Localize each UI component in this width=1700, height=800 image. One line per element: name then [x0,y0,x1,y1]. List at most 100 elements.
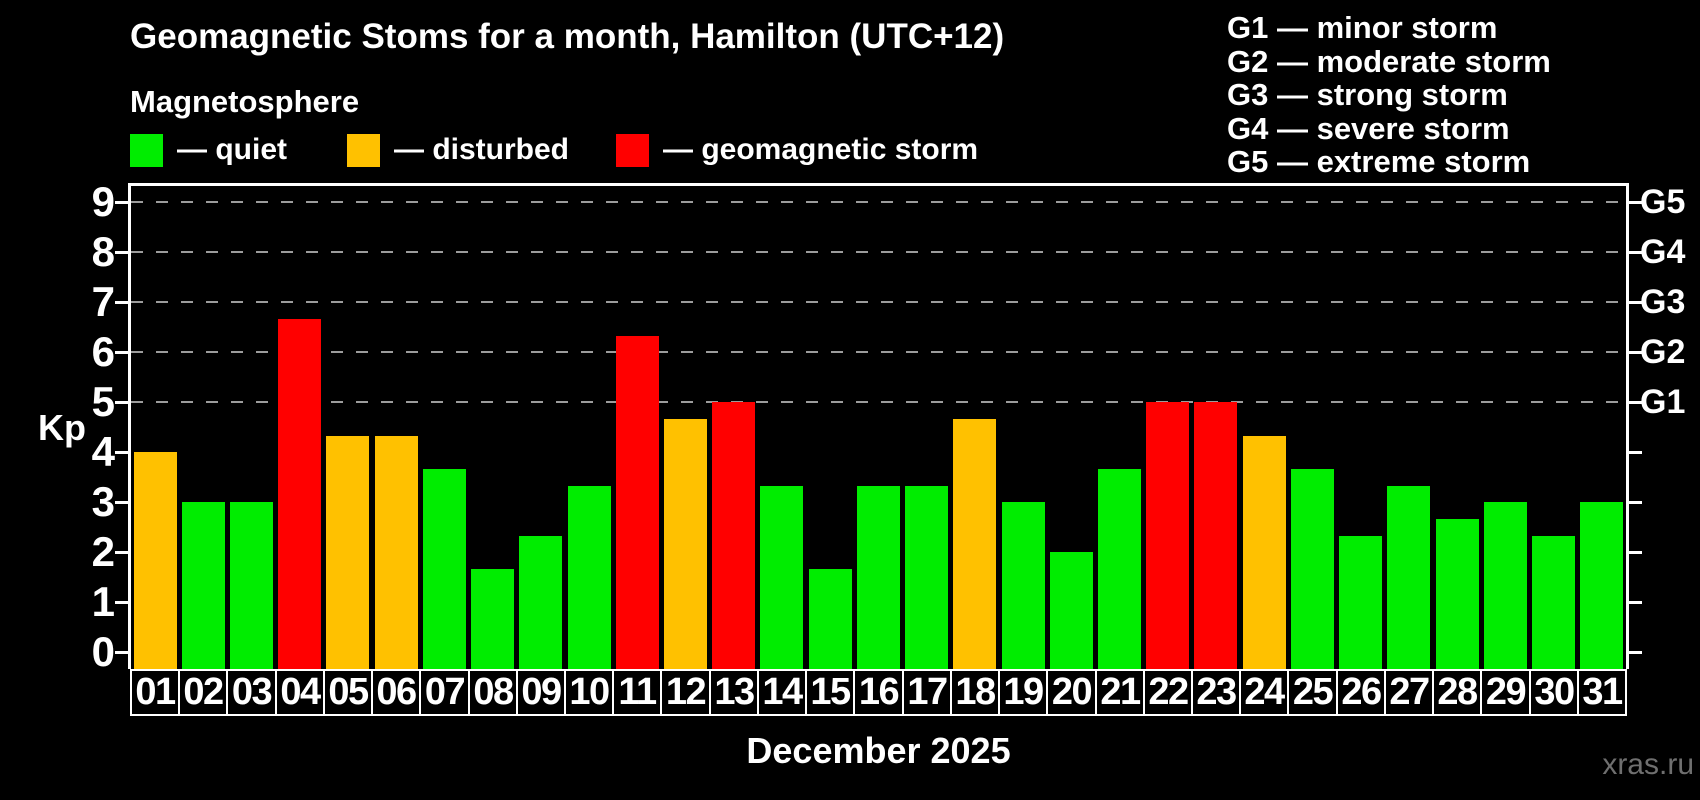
y-tick-right-0 [1629,651,1642,654]
bar-day-02 [182,502,225,669]
bar-day-17 [905,486,948,669]
y-tick-label-8: 8 [91,228,115,275]
day-label-18: 18 [950,669,1000,716]
bar-day-30 [1532,536,1575,669]
chart-title: Geomagnetic Stoms for a month, Hamilton … [130,17,1005,56]
y-axis-title: Kp [38,407,86,448]
day-label-05: 05 [323,669,373,716]
gridline-kp5 [131,401,1626,403]
y-tick-left-2 [115,551,128,554]
bar-day-01 [134,452,177,669]
day-label-24: 24 [1239,669,1289,716]
day-label-10: 10 [564,669,614,716]
right-axis-label-g3: G3 [1640,283,1686,321]
bar-day-27 [1387,486,1430,669]
bar-day-29 [1484,502,1527,669]
day-label-19: 19 [998,669,1048,716]
gridline-kp9 [131,201,1626,203]
g-scale-legend: G1 — minor storm G2 — moderate storm G3 … [1227,11,1551,179]
day-label-13: 13 [709,669,759,716]
bar-day-18 [953,419,996,669]
watermark: xras.ru [1602,748,1694,781]
bar-day-31 [1580,502,1623,669]
g-legend-line-g2: G2 — moderate storm [1227,43,1551,79]
y-axis-spine-left [128,183,131,669]
day-label-09: 09 [516,669,566,716]
day-label-20: 20 [1046,669,1097,716]
bar-day-22 [1146,402,1189,669]
day-label-25: 25 [1287,669,1338,716]
y-tick-left-1 [115,601,128,604]
y-tick-label-7: 7 [91,278,115,325]
x-axis-title: December 2025 [746,730,1011,771]
y-tick-left-4 [115,451,128,454]
bar-day-08 [471,569,514,669]
g-legend-line-g4: G4 — severe storm [1227,110,1510,146]
y-tick-left-8 [115,251,128,254]
bar-day-20 [1050,552,1093,669]
bar-day-13 [712,402,755,669]
bar-day-10 [568,486,611,669]
y-tick-right-8 [1629,251,1642,254]
day-label-29: 29 [1480,669,1531,716]
legend-storm-label: — geomagnetic storm [663,133,979,166]
y-tick-right-6 [1629,351,1642,354]
plot-border-top [128,183,1629,186]
g-legend-line-g5: G5 — extreme storm [1227,144,1531,179]
bar-day-12 [664,419,707,669]
y-tick-left-3 [115,501,128,504]
bar-day-15 [809,569,852,669]
day-label-28: 28 [1432,669,1482,716]
bar-day-14 [760,486,803,669]
bar-day-03 [230,502,273,669]
y-tick-label-9: 9 [91,178,115,225]
bar-day-24 [1243,436,1286,669]
bar-day-16 [857,486,900,669]
y-tick-left-5 [115,401,128,404]
bar-day-06 [375,436,418,669]
y-tick-label-4: 4 [91,428,115,475]
day-label-03: 03 [226,669,277,716]
day-label-04: 04 [275,669,325,716]
bar-day-11 [616,336,659,669]
day-label-14: 14 [757,669,807,716]
legend-item-disturbed: — disturbed [347,133,569,167]
day-label-30: 30 [1529,669,1579,716]
y-tick-right-3 [1629,501,1642,504]
day-label-31: 31 [1577,669,1627,716]
bar-day-26 [1339,536,1382,669]
y-tick-label-6: 6 [91,328,115,375]
y-axis-spine-right [1626,183,1629,669]
day-label-22: 22 [1143,669,1193,716]
bar-day-28 [1436,519,1479,669]
y-tick-label-5: 5 [91,378,115,425]
storm-color-swatch [616,133,649,167]
day-label-16: 16 [853,669,904,716]
day-label-01: 01 [130,669,180,716]
bar-day-21 [1098,469,1141,669]
day-label-23: 23 [1191,669,1241,716]
day-label-06: 06 [371,669,421,716]
y-tick-right-7 [1629,301,1642,304]
y-tick-right-1 [1629,601,1642,604]
legend-item-storm: — geomagnetic storm [616,133,978,167]
day-label-07: 07 [419,669,470,716]
y-tick-left-0 [115,651,128,654]
bar-day-25 [1291,469,1334,669]
bar-day-07 [423,469,466,669]
day-label-11: 11 [612,669,662,716]
day-label-26: 26 [1336,669,1386,716]
day-label-02: 02 [178,669,228,716]
legend-disturbed-label: — disturbed [394,133,570,166]
g-legend-line-g3: G3 — strong storm [1227,77,1508,112]
right-axis-label-g5: G5 [1640,183,1686,221]
bar-day-05 [326,436,369,669]
chart-subtitle: Magnetosphere [130,84,360,119]
day-label-21: 21 [1095,669,1145,716]
day-label-17: 17 [902,669,952,716]
quiet-color-swatch [130,133,163,167]
day-label-15: 15 [805,669,855,716]
y-tick-label-0: 0 [91,628,115,675]
bar-day-09 [519,536,562,669]
